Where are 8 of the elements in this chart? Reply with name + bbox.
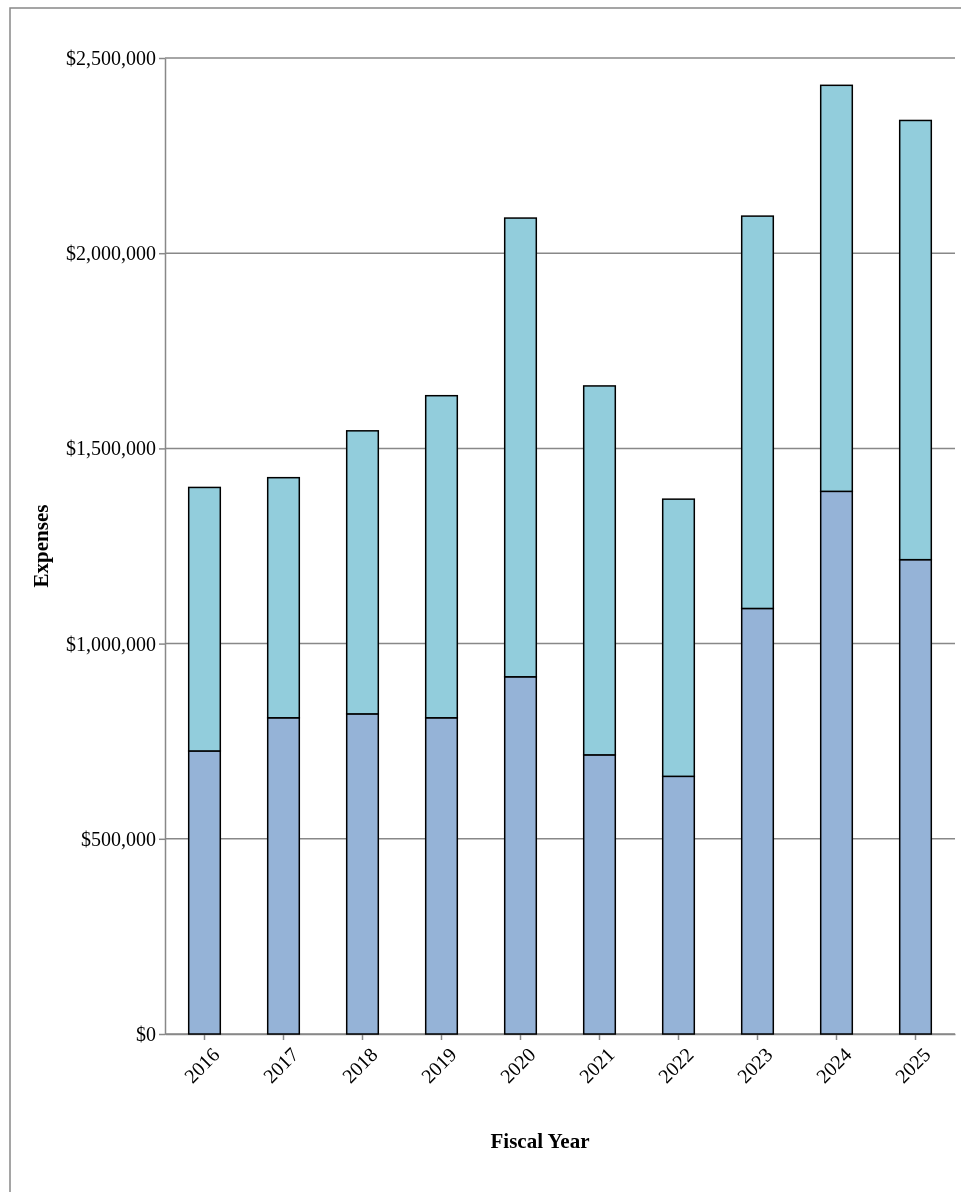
y-tick-label: $500,000	[81, 827, 156, 850]
y-tick-label: $1,000,000	[66, 632, 156, 655]
y-axis-title: Expenses	[29, 504, 53, 588]
y-tick-label: $2,500,000	[66, 46, 156, 69]
y-tick-label: $1,500,000	[66, 437, 156, 460]
y-tick-label: $0	[136, 1022, 156, 1045]
x-axis-title: Fiscal Year	[490, 1129, 590, 1153]
y-tick-label: $2,000,000	[66, 242, 156, 265]
